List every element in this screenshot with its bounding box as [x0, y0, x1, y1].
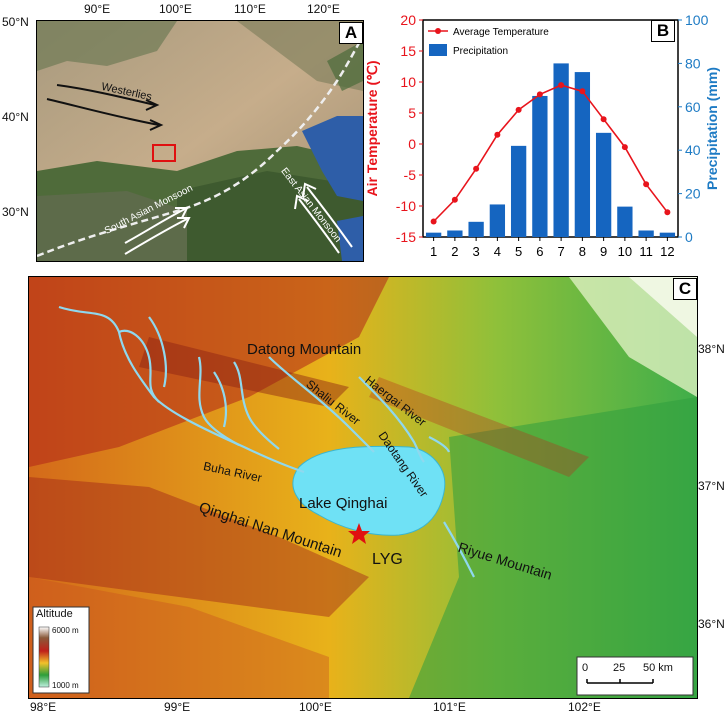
left-tick-label: -15: [396, 229, 416, 245]
precipitation-bar: [617, 206, 633, 237]
precipitation-bar: [659, 232, 676, 237]
scale-tick-0: 0: [582, 662, 589, 674]
lake-qinghai-label: Lake Qinghai: [299, 495, 388, 512]
precipitation-bar: [468, 221, 484, 237]
scale-bar-box: [576, 656, 694, 696]
scale-tick-50: 50 km: [643, 662, 673, 674]
x-tick-label: 8: [579, 244, 586, 259]
x-tick-label: 2: [451, 244, 458, 259]
scale-bar-line: [586, 679, 654, 684]
precipitation-bar: [447, 230, 463, 237]
temperature-point: [430, 218, 437, 225]
left-tick-label: 10: [400, 74, 416, 90]
lon-label: 101°E: [433, 700, 466, 714]
x-tick-label: 5: [515, 244, 522, 259]
right-tick-label: 60: [685, 99, 701, 115]
lat-label: 30°N: [2, 205, 29, 219]
panel-a-tag: A: [339, 22, 363, 44]
left-axis-label: Air Temperature (℃): [364, 60, 380, 196]
legend-temp-label: Average Temperature: [453, 27, 549, 38]
lon-label: 102°E: [568, 700, 601, 714]
lon-label: 100°E: [159, 2, 192, 16]
x-tick-label: 12: [660, 244, 674, 259]
lake-qinghai-shape: [292, 445, 446, 536]
panel-b-tag: B: [651, 20, 675, 42]
legend-precip-swatch: [429, 44, 447, 56]
x-tick-label: 9: [600, 244, 607, 259]
temperature-point: [643, 181, 650, 188]
x-tick-label: 4: [494, 244, 501, 259]
right-tick-label: 40: [685, 142, 701, 158]
lyg-site-label: LYG: [372, 551, 403, 568]
left-tick-label: 0: [408, 136, 416, 152]
legend-temp-marker: [435, 28, 441, 34]
temperature-line: [433, 84, 669, 223]
study-area-box: [152, 144, 176, 162]
scale-tick-25: 25: [613, 662, 626, 674]
right-tick-label: 100: [685, 12, 709, 28]
lon-label: 90°E: [84, 2, 111, 16]
temperature-point: [600, 116, 607, 123]
altitude-color-ramp: [38, 626, 50, 688]
x-tick-label: 10: [618, 244, 632, 259]
lat-label: 50°N: [2, 15, 29, 29]
left-tick-label: -10: [396, 198, 416, 214]
right-tick-label: 0: [685, 229, 693, 245]
legend-precip-label: Precipitation: [453, 46, 508, 57]
temperature-point: [664, 209, 671, 216]
precipitation-bar: [489, 204, 506, 237]
lon-label: 98°E: [30, 700, 57, 714]
precipitation-bar: [595, 132, 612, 237]
rivers: [58, 305, 475, 578]
lyg-site-star: [348, 523, 370, 544]
x-tick-label: 11: [639, 244, 653, 259]
x-tick-label: 1: [430, 244, 437, 259]
monsoon-boundary-line: [37, 35, 363, 258]
right-tick-label: 20: [685, 186, 701, 202]
lat-label: 40°N: [2, 110, 29, 124]
lon-label: 110°E: [234, 2, 266, 16]
altitude-legend-min: 1000 m: [52, 681, 79, 690]
right-tick-label: 80: [685, 55, 701, 71]
left-tick-label: 15: [400, 43, 416, 59]
temperature-point: [473, 165, 480, 172]
precipitation-bar: [532, 95, 548, 237]
panel-a-map: Westerlies South Asian Monsoon East Asia…: [36, 20, 364, 262]
lat-label: 38°N: [698, 342, 725, 356]
satellite-map: [37, 21, 363, 261]
temperature-point: [621, 144, 628, 151]
lat-label: 37°N: [698, 479, 725, 493]
datong-mountain-label: Datong Mountain: [247, 341, 362, 358]
elevation-map: [29, 277, 697, 698]
right-axis-label: Precipitation (mm): [704, 67, 720, 190]
temperature-point: [579, 88, 586, 95]
left-tick-label: 5: [408, 105, 416, 121]
precipitation-bar: [574, 72, 591, 237]
panel-c-map: Datong Mountain Haergai River Shaliu Riv…: [28, 276, 698, 699]
lon-label: 100°E: [299, 700, 332, 714]
x-tick-label: 6: [536, 244, 543, 259]
precipitation-bar: [510, 145, 527, 237]
precipitation-bar: [553, 63, 569, 238]
lat-label: 36°N: [698, 617, 725, 631]
altitude-legend-max: 6000 m: [52, 626, 79, 635]
x-tick-label: 3: [473, 244, 480, 259]
plot-frame: [422, 19, 679, 238]
temperature-point: [536, 91, 543, 98]
x-tick-label: 7: [558, 244, 565, 259]
temperature-point: [494, 131, 501, 138]
temperature-point: [515, 106, 522, 113]
altitude-legend-title: Altitude: [36, 608, 73, 620]
left-tick-label: -5: [404, 167, 417, 183]
lon-label: 120°E: [307, 2, 340, 16]
precipitation-bar: [425, 232, 442, 237]
lon-label: 99°E: [164, 700, 191, 714]
panel-c-tag: C: [673, 278, 697, 300]
left-tick-label: 20: [400, 12, 416, 28]
temperature-point: [558, 82, 565, 89]
precipitation-bar: [638, 230, 654, 237]
temperature-point: [451, 196, 458, 203]
